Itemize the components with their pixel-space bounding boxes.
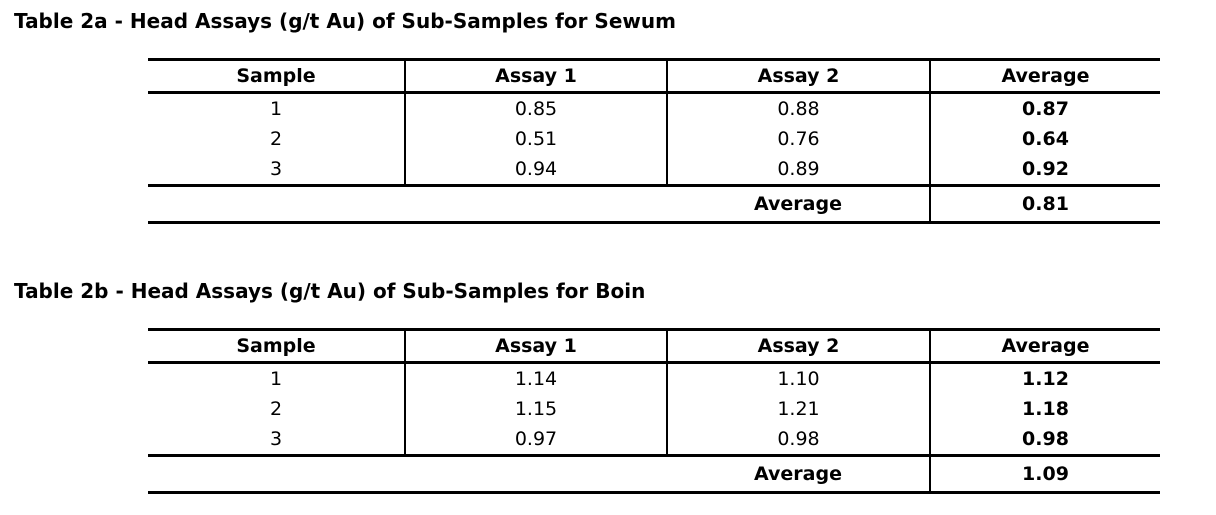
sample-cell: 2 <box>269 398 283 420</box>
column-header-average: Average <box>929 328 1160 364</box>
table-2b-title: Table 2b - Head Assays (g/t Au) of Sub-S… <box>14 279 646 303</box>
footer-spacer-cell <box>148 185 667 224</box>
column-header-assay1: Assay 1 <box>404 58 667 94</box>
assay1-cell: 0.51 <box>404 124 667 154</box>
sample-cell: 3 <box>148 424 405 457</box>
footer-row: Average 0.81 <box>148 185 1160 224</box>
column-header-assay1: Assay 1 <box>404 328 667 364</box>
table-2a-title: Table 2a - Head Assays (g/t Au) of Sub-S… <box>14 9 676 33</box>
footer-average-value: 1.09 <box>929 455 1160 494</box>
table-row: 3 0.97 0.98 0.98 <box>148 424 1160 457</box>
assay2-cell: 0.76 <box>666 124 930 154</box>
table-row: 3 0.94 0.89 0.92 <box>148 154 1160 187</box>
assay2-cell: 1.10 <box>666 362 930 394</box>
footer-average-label: Average <box>667 185 930 224</box>
table-2a-head-assays: Sample Assay 1 Assay 2 Average 1 0.85 0.… <box>148 58 1160 224</box>
table-row: 2 0.51 0.76 0.64 <box>148 124 1160 154</box>
assay2-cell: 0.98 <box>666 424 930 457</box>
column-header-assay2: Assay 2 <box>666 58 930 94</box>
column-header-sample: Sample <box>148 328 405 364</box>
footer-row: Average 1.09 <box>148 455 1160 494</box>
average-cell: 0.64 <box>929 124 1160 154</box>
assay1-cell: 1.15 <box>404 394 667 424</box>
sample-cell: 1 <box>269 98 283 120</box>
assay1-cell: 1.14 <box>404 362 667 394</box>
assay2-cell: 0.88 <box>666 92 930 124</box>
footer-average-value: 0.81 <box>929 185 1160 224</box>
assay2-cell: 0.89 <box>666 154 930 187</box>
assay2-cell: 1.21 <box>666 394 930 424</box>
average-cell: 0.87 <box>929 92 1160 124</box>
sample-cell: 3 <box>148 154 405 187</box>
average-cell: 0.92 <box>929 154 1160 187</box>
assay1-cell: 0.97 <box>404 424 667 457</box>
report-page: Table 2a - Head Assays (g/t Au) of Sub-S… <box>14 9 1160 494</box>
column-header-average: Average <box>929 58 1160 94</box>
header-row: Sample Assay 1 Assay 2 Average <box>148 58 1160 94</box>
footer-spacer-cell <box>148 455 667 494</box>
assay1-cell: 0.85 <box>404 92 667 124</box>
average-cell: 0.98 <box>929 424 1160 457</box>
column-header-sample: Sample <box>148 58 405 94</box>
table-row: 2 1.15 1.21 1.18 <box>148 394 1160 424</box>
table-2b-head-assays: Sample Assay 1 Assay 2 Average 1 1.14 1.… <box>148 328 1160 494</box>
sample-cell: 2 <box>269 128 283 150</box>
sample-cell: 1 <box>269 368 283 390</box>
footer-average-label: Average <box>667 455 930 494</box>
average-cell: 1.12 <box>929 362 1160 394</box>
column-header-assay2: Assay 2 <box>666 328 930 364</box>
assay1-cell: 0.94 <box>404 154 667 187</box>
header-row: Sample Assay 1 Assay 2 Average <box>148 328 1160 364</box>
table-row: 1 1.14 1.10 1.12 <box>148 362 1160 394</box>
table-row: 1 0.85 0.88 0.87 <box>148 92 1160 124</box>
average-cell: 1.18 <box>929 394 1160 424</box>
